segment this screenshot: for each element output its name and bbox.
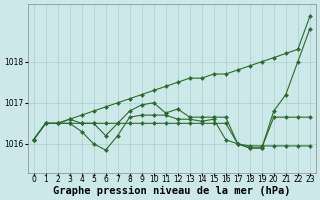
X-axis label: Graphe pression niveau de la mer (hPa): Graphe pression niveau de la mer (hPa): [53, 186, 291, 196]
